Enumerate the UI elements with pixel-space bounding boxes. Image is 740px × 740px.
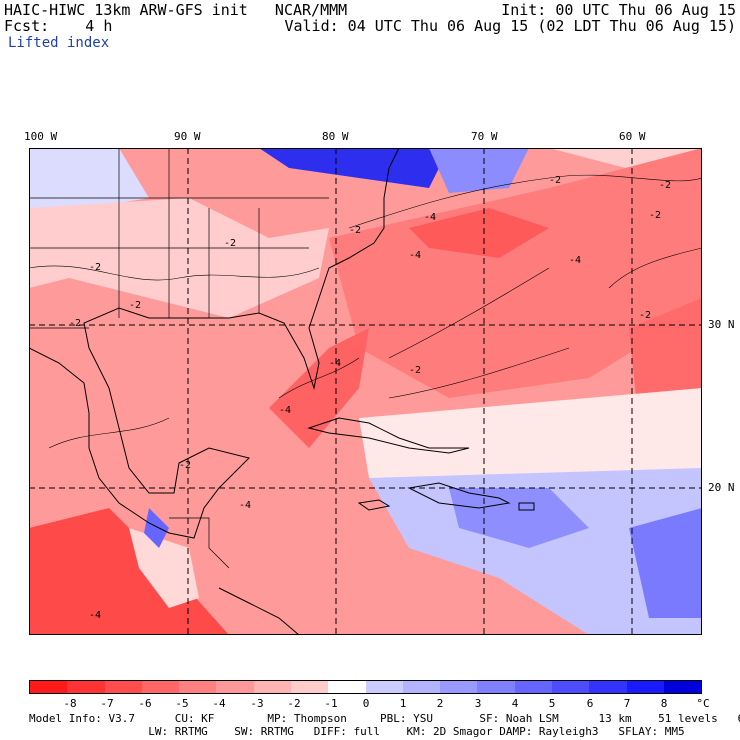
colorbar-label: 8 [660,697,668,710]
lon-label-80w: 80 W [322,130,349,143]
colorbar-swatch [626,681,664,693]
coastlines [29,148,535,635]
colorbar-swatch [179,681,217,693]
lon-label-60w: 60 W [619,130,646,143]
map-frame [29,148,702,635]
cold-region-northeast [259,148,449,188]
contour-label: -2 [549,175,561,186]
contour-label: -2 [649,210,661,221]
colorbar-label: -2 [287,697,301,710]
colorbar-label: 3 [474,697,482,710]
colorbar-label: -6 [138,697,152,710]
cool-region-caribbean [369,468,702,635]
colorbar-swatch [663,681,702,693]
lat-label-30n: 30 N [708,318,735,331]
contour-label: -4 [239,500,251,511]
colorbar-swatch [290,681,329,693]
contour-label: -2 [69,318,81,329]
colorbar-swatch [67,681,105,693]
contour-label: -2 [639,310,651,321]
borders [29,148,329,569]
colorbar-label: 5 [548,697,556,710]
contour-label: -2 [129,300,141,311]
colorbar-label: -8 [63,697,77,710]
forecast-hour: Fcst: 4 h [4,17,113,35]
colorbar-swatch [253,681,291,693]
contour-label: -2 [409,365,421,376]
init-time: Init: 00 UTC Thu 06 Aug 15 [501,1,736,19]
colorbar-swatch [514,681,552,693]
colorbar-label: -4 [212,697,226,710]
colorbar-label: -7 [100,697,114,710]
colorbar-swatch [402,681,441,693]
colorbar-label: -1 [324,697,338,710]
field-name: Lifted index [8,35,110,51]
colorbar-swatch [141,681,180,693]
lat-label-20n: 20 N [708,481,735,494]
colorbar-swatch [551,681,590,693]
colorbar-label: 7 [623,697,631,710]
colorbar-swatch [365,681,403,693]
contour-label: -4 [329,358,341,369]
colorbar-label: 0 [362,697,370,710]
colorbar-unit: °C [696,697,710,710]
colorbar [29,680,702,694]
contour-label: -2 [224,238,236,249]
contour-label: -4 [569,255,581,266]
colorbar-swatch [477,681,515,693]
colorbar-label: 4 [511,697,519,710]
colorbar-swatch [104,681,142,693]
lat-lon-grid [29,148,702,635]
contour-label: -2 [179,460,191,471]
colorbar-swatch [216,681,254,693]
colorbar-label: 1 [399,697,407,710]
colorbar-swatch [328,681,366,693]
contour-label: -4 [279,405,291,416]
contour-label: -2 [349,225,361,236]
contour-label: -4 [89,610,101,621]
contours [29,174,702,449]
warm-region-atlantic [329,148,702,398]
lifted-index-map: -2 -4 -2 -4 -2 -2 -2 -4 -2 -2 -4 -4 -2 -… [29,148,702,635]
colorbar-swatch [440,681,478,693]
lon-label-70w: 70 W [471,130,498,143]
colorbar-label: -5 [175,697,189,710]
valid-time: Valid: 04 UTC Thu 06 Aug 15 (02 LDT Thu … [284,17,736,35]
model-info-line1: Model Info: V3.7 CU: KF MP: Thompson PBL… [29,712,740,725]
contour-label: -2 [659,180,671,191]
model-info-line2: LW: RRTMG SW: RRTMG DIFF: full KM: 2D Sm… [29,725,685,738]
colorbar-label: 6 [586,697,594,710]
contour-label: -4 [409,250,421,261]
colorbar-label: 2 [436,697,444,710]
colorbar-label: -3 [250,697,264,710]
contour-label: -4 [424,212,436,223]
colorbar-swatch [30,681,68,693]
lon-label-100w: 100 W [24,130,58,143]
contour-label: -2 [89,262,101,273]
colorbar-swatch [589,681,627,693]
title-left: HAIC-HIWC 13km ARW-GFS init NCAR/MMM [4,1,348,19]
lon-label-90w: 90 W [174,130,201,143]
